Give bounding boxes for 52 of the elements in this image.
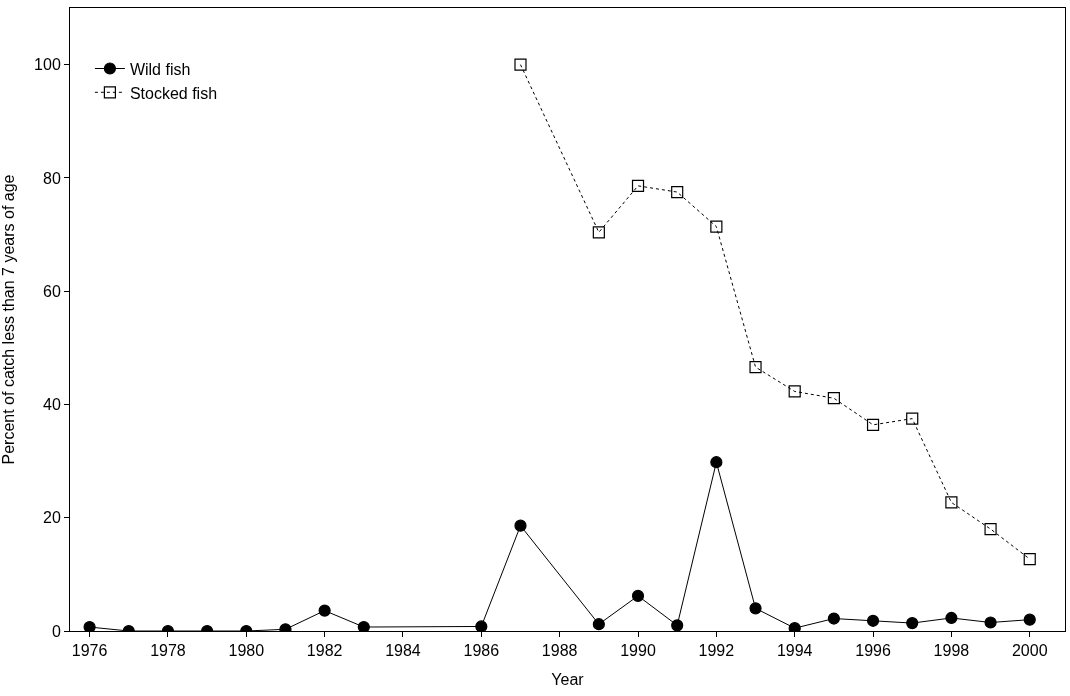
point <box>866 614 880 627</box>
y-tick-label: 40 <box>43 396 61 414</box>
x-tick-label: 1992 <box>698 642 735 660</box>
point <box>475 620 488 631</box>
point <box>514 519 527 532</box>
point <box>906 616 919 630</box>
point <box>357 620 370 631</box>
point <box>631 179 645 192</box>
x-tick-label: 1976 <box>71 642 108 660</box>
point <box>749 360 762 374</box>
point <box>514 58 527 71</box>
point <box>945 611 958 625</box>
point <box>710 220 723 233</box>
y-axis-title: Percent of catch less than 7 years of age <box>0 174 17 465</box>
point <box>866 418 880 431</box>
point <box>788 385 801 398</box>
x-axis-title: Year <box>551 670 585 688</box>
y-tick-label: 100 <box>34 56 61 74</box>
point <box>749 602 762 615</box>
x-tick-label: 1990 <box>620 642 656 660</box>
x-tick-label: 1984 <box>385 642 421 660</box>
x-tick-label: 1998 <box>933 642 970 660</box>
x-tick-label: 2000 <box>1011 642 1048 660</box>
point <box>631 589 645 602</box>
x-tick-label: 1982 <box>306 642 343 660</box>
point <box>592 226 605 239</box>
x-tick-label: 1994 <box>776 642 813 660</box>
y-tick-label: 20 <box>43 509 61 527</box>
y-tick-label: 0 <box>51 622 61 640</box>
point <box>984 522 997 536</box>
point <box>318 604 331 617</box>
point <box>710 456 723 469</box>
point <box>671 619 684 631</box>
point <box>1023 552 1036 566</box>
point <box>945 496 958 509</box>
y-tick-label: 60 <box>43 282 61 300</box>
x-tick-label: 1978 <box>150 642 186 660</box>
point <box>827 612 840 625</box>
point <box>1023 613 1036 626</box>
point <box>827 392 840 405</box>
legend-label: Wild fish <box>129 60 191 78</box>
x-tick-label: 1986 <box>463 642 500 660</box>
point <box>671 185 684 199</box>
x-tick-label: 1988 <box>541 642 578 660</box>
legend-label: Stocked fish <box>129 84 218 102</box>
point <box>984 616 997 629</box>
x-tick-label: 1980 <box>228 642 265 660</box>
point <box>592 618 605 631</box>
x-tick-label: 1996 <box>855 642 891 660</box>
y-tick-label: 80 <box>43 169 61 187</box>
point <box>906 412 919 425</box>
point <box>83 620 96 631</box>
